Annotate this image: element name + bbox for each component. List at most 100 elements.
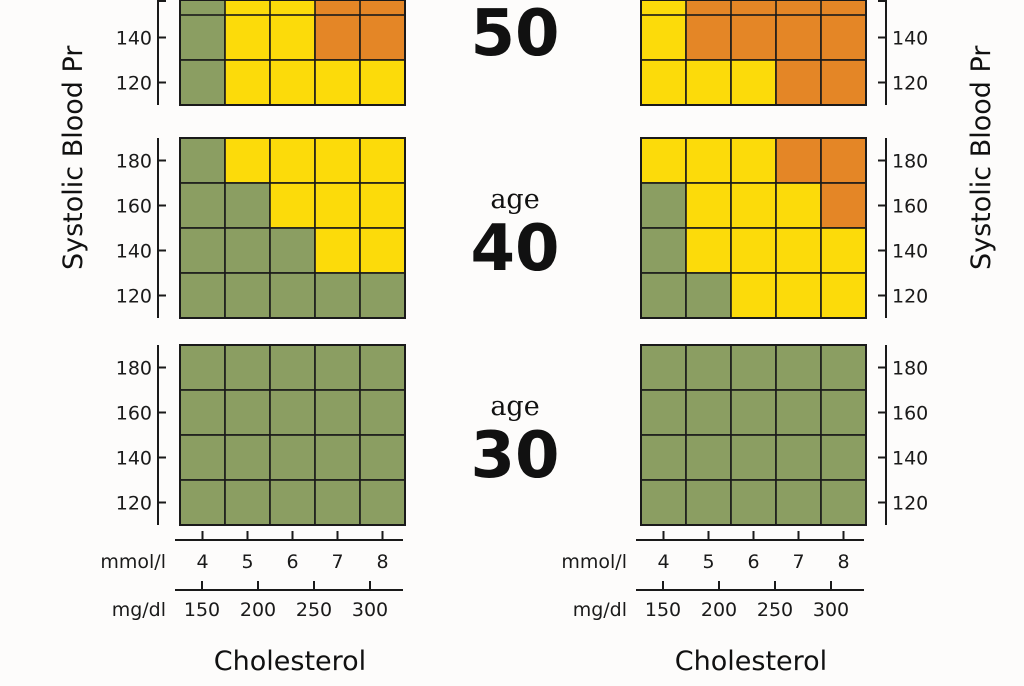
heatmap-cell (640, 434, 687, 481)
heatmap-cell (359, 14, 406, 61)
panel-left-age-50: 140 120 50 (116, 0, 560, 106)
age-number-label: 30 (470, 419, 559, 493)
y-tick-label: 140 (116, 448, 152, 470)
x-tick-label-mmol: 8 (837, 551, 849, 573)
heatmap-cell (359, 344, 406, 391)
heatmap-cell (685, 227, 732, 274)
heatmap-cell (179, 14, 226, 61)
heatmap-cell (224, 272, 271, 319)
panel-frame (179, 0, 406, 106)
heatmap-cell (775, 137, 822, 184)
heatmap-cell (820, 14, 867, 61)
heatmap-cell (179, 182, 226, 229)
heatmap-cell (179, 272, 226, 319)
heatmap-cell (775, 227, 822, 274)
heatmap-cell (820, 137, 867, 184)
heatmap-cell (314, 434, 361, 481)
y-tick-label: 120 (116, 73, 152, 95)
cell-sliver (315, 0, 360, 15)
heatmap-cell (820, 227, 867, 274)
heatmap-cell (314, 479, 361, 526)
y-tick-label: 120 (892, 493, 928, 515)
heatmap-cell (640, 182, 687, 229)
y-tick-label: 120 (116, 493, 152, 515)
heatmap-cell (314, 344, 361, 391)
x-tick-label-mgdl: 250 (296, 599, 332, 621)
heatmap-cell (730, 434, 777, 481)
x-tick-label-mmol: 6 (286, 551, 298, 573)
x-tick-label-mmol: 5 (702, 551, 714, 573)
heatmap-cell (359, 137, 406, 184)
panel-frame (640, 137, 867, 319)
heatmap-cell (269, 227, 316, 274)
heatmap-cell (685, 182, 732, 229)
x-unit-mgdl: mg/dl (112, 599, 166, 621)
heatmap-cell (685, 14, 732, 61)
x-tick-label-mgdl: 200 (701, 599, 737, 621)
heatmap-cell (269, 182, 316, 229)
x-tick-label-mgdl: 150 (184, 599, 220, 621)
heatmap-cell (269, 389, 316, 436)
cell-sliver (225, 0, 270, 15)
panel-frame (640, 0, 867, 106)
cell-sliver (821, 0, 866, 15)
heatmap-cell (775, 59, 822, 106)
heatmap-cell (179, 344, 226, 391)
heatmap-cell (640, 137, 687, 184)
heatmap-cell (820, 182, 867, 229)
heatmap-cell (224, 59, 271, 106)
heatmap-cell (685, 137, 732, 184)
heatmap-cell (359, 227, 406, 274)
heatmap-cell (640, 14, 687, 61)
heatmap-cell (775, 479, 822, 526)
x-tick-label-mgdl: 150 (645, 599, 681, 621)
heatmap-cell (314, 59, 361, 106)
x-axis-title: Cholesterol (675, 646, 827, 677)
panel-right-age-30: 180 160 140 120 (640, 344, 928, 526)
panel-frame (640, 344, 867, 526)
x-tick-label-mgdl: 250 (757, 599, 793, 621)
heatmap-cell (640, 344, 687, 391)
heatmap-cell (269, 344, 316, 391)
heatmap-cell (730, 227, 777, 274)
heatmap-cell (359, 479, 406, 526)
heatmap-cell (179, 479, 226, 526)
heatmap-cell (269, 14, 316, 61)
heatmap-cell (730, 182, 777, 229)
heatmap-cell (224, 227, 271, 274)
y-tick-label: 160 (116, 403, 152, 425)
heatmap-cell (730, 137, 777, 184)
y-tick-label: 160 (892, 196, 928, 218)
y-tick-label: 120 (892, 286, 928, 308)
x-tick-label-mmol: 8 (376, 551, 388, 573)
heatmap-cell (359, 434, 406, 481)
panel-right-age-50: 140 120 (640, 0, 928, 106)
heatmap-cell (730, 479, 777, 526)
y-tick-label: 140 (892, 241, 928, 263)
x-axis-title: Cholesterol (214, 646, 366, 677)
heatmap-cell (685, 389, 732, 436)
heatmap-cell (685, 344, 732, 391)
x-tick-label-mmol: 5 (241, 551, 253, 573)
heatmap-cell (179, 137, 226, 184)
heatmap-cell (314, 389, 361, 436)
cell-sliver (360, 0, 405, 15)
heatmap-cell (269, 479, 316, 526)
cell-sliver (686, 0, 731, 15)
panel-frame (179, 137, 406, 319)
heatmap-cell (224, 137, 271, 184)
y-tick-label: 160 (116, 196, 152, 218)
heatmap-cell (730, 272, 777, 319)
panel-right-age-40: 180 160 140 120 (640, 137, 928, 319)
heatmap-cell (269, 272, 316, 319)
heatmap-cell (640, 389, 687, 436)
heatmap-cell (314, 272, 361, 319)
x-unit-mmol: mmol/l (561, 551, 627, 573)
age-number-label: 40 (470, 212, 559, 286)
y-tick-label: 140 (892, 28, 928, 50)
cell-sliver (641, 0, 686, 15)
heatmap-cell (640, 59, 687, 106)
heatmap-cell (224, 344, 271, 391)
heatmap-cell (179, 227, 226, 274)
